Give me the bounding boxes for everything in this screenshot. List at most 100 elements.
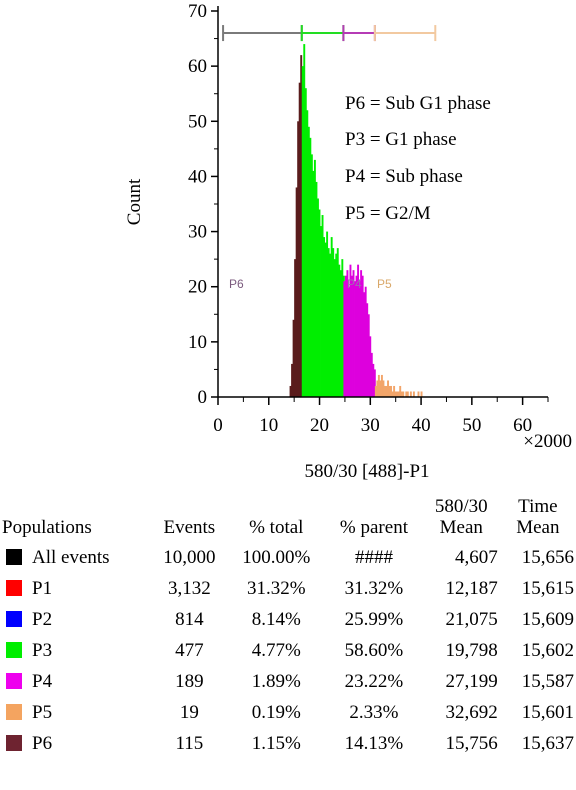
histogram-bar-p4 (366, 303, 369, 397)
table-row: P1 3,132 31.32% 31.32% 12,187 15,615 (0, 573, 576, 604)
histogram-bar-p4 (363, 292, 366, 397)
cell-events: 19 (179, 701, 199, 723)
header-events: Events (163, 517, 216, 538)
population-cell: P5 (0, 697, 151, 728)
histogram-bar-p5 (405, 391, 408, 397)
histogram-bar-p3 (321, 215, 324, 397)
histogram-bar-p6 (294, 259, 297, 397)
histogram-bar-p4 (360, 270, 363, 397)
y-tick-label: 10 (188, 332, 207, 353)
x-tick-label: 60 (513, 415, 532, 436)
histogram-bar-p3 (338, 264, 341, 397)
population-name: P2 (32, 608, 53, 630)
cell-events: 189 (175, 670, 204, 692)
histogram-bar-p3 (313, 159, 316, 397)
gate-bars (222, 25, 437, 42)
population-cell: P3 (0, 635, 151, 666)
histogram-bar-p3 (317, 198, 319, 397)
y-axis-label: Count (124, 178, 145, 225)
population-cell: P1 (0, 573, 151, 604)
histogram-bar-p5 (374, 385, 377, 397)
histogram-bar-p3 (335, 253, 338, 397)
cell-pct-parent: 14.13% (344, 732, 404, 754)
legend-p3-text: P3 = G1 phase (345, 129, 457, 150)
histogram-bar-p4 (357, 264, 360, 397)
x-tick-label: 30 (361, 415, 380, 436)
histogram-bar-p4 (354, 281, 356, 397)
cell-events: 3,132 (167, 577, 211, 599)
histogram-bar-p6 (298, 82, 301, 397)
y-tick-label: 50 (188, 111, 207, 132)
histogram-bar-p3 (329, 253, 332, 397)
histogram-svg: 0 10 20 30 40 50 60 70 0 10 20 30 40 50 60 ×2000 580/… (124, 1, 572, 482)
table-row: P2 814 8.14% 25.99% 21,075 15,609 (0, 604, 576, 635)
cell-mean-580: 12,187 (445, 577, 498, 599)
histogram-bar-p3 (303, 44, 306, 398)
cell-mean-580: 21,075 (445, 608, 498, 630)
histogram-bar-p5 (396, 391, 399, 397)
legend-p4-text: P4 = Sub phase (345, 166, 463, 187)
histogram-bar-p4 (369, 336, 372, 397)
cell-mean-580: 19,798 (445, 639, 498, 661)
y-tick-label: 60 (188, 56, 207, 77)
cell-pct-total: 31.32% (247, 577, 306, 599)
histogram-bar-p5 (379, 380, 382, 397)
header-580-mean: 580/30 Mean (423, 496, 500, 542)
x-tick-label: 10 (259, 415, 278, 436)
table-row: P4 189 1.89% 23.22% 27,199 15,587 (0, 666, 576, 697)
cell-pct-total: 8.14% (251, 608, 301, 630)
cell-time-mean: 15,602 (521, 639, 574, 661)
table-row: All events 10,000 100.00% #### 4,607 15,656 (0, 542, 576, 573)
y-tick-label: 0 (198, 387, 208, 408)
population-cell: All events (0, 542, 151, 573)
cell-time-mean: 15,615 (521, 577, 574, 599)
cell-time-mean: 15,601 (521, 701, 574, 723)
table-body: All events 10,000 100.00% #### 4,607 15,656 P1… (0, 542, 576, 759)
population-cell: P2 (0, 604, 151, 635)
header-pct-parent: % parent (339, 517, 408, 538)
histogram-bar-p5 (382, 380, 385, 397)
gate-label-p5: P5 (377, 277, 392, 291)
histogram-bar-p4 (367, 314, 370, 397)
histogram-bar-p3 (333, 259, 336, 397)
histogram-bar-p5 (394, 391, 397, 397)
histogram-bar-p5 (420, 391, 423, 397)
cell-pct-parent: 23.22% (344, 670, 404, 692)
table-header-row: Populations Events % total % parent 580/… (0, 496, 576, 542)
y-tick-label: 40 (188, 166, 207, 187)
cell-time-mean: 15,609 (521, 608, 574, 630)
histogram-bar-p5 (402, 391, 405, 397)
population-statistics-table: Populations Events % total % parent 580/… (0, 496, 576, 759)
population-name: All events (32, 546, 110, 568)
histogram-bar-p5 (391, 391, 394, 397)
cell-pct-total: 0.19% (251, 701, 301, 723)
histogram-bar-p4 (346, 270, 349, 397)
histogram-bar-p4 (344, 275, 347, 397)
histogram-bar-p5 (388, 385, 391, 397)
header-580-mean-line1: 580/30 (434, 496, 488, 517)
histogram-bars (289, 44, 423, 398)
x-axis-label: 580/30 [488]-P1 (304, 461, 429, 482)
histogram-bar-p3 (327, 248, 330, 397)
header-580-mean-line2: Mean (439, 517, 483, 538)
cell-pct-parent: 25.99% (344, 608, 404, 630)
histogram-bar-p3 (318, 209, 321, 397)
population-name: P4 (32, 670, 53, 692)
histogram-bar-p5 (387, 380, 389, 397)
histogram-bar-p5 (397, 391, 400, 397)
cell-pct-parent: 31.32% (344, 577, 404, 599)
cell-events: 814 (175, 608, 204, 630)
cell-pct-total: 1.15% (251, 732, 301, 754)
histogram-bar-p4 (349, 264, 352, 397)
header-pct-total: % total (249, 517, 304, 538)
cell-pct-total: 1.89% (251, 670, 301, 692)
header-time-mean-line2: Mean (516, 517, 560, 538)
histogram-bar-p5 (385, 385, 388, 397)
histogram-bar-p4 (352, 270, 355, 397)
table-row: P3 477 4.77% 58.60% 19,798 15,602 (0, 635, 576, 666)
histogram-chart: 0 10 20 30 40 50 60 70 0 10 20 30 40 50 60 ×2000 580/… (124, 1, 572, 482)
histogram-bar-p5 (377, 374, 380, 397)
histogram-bar-p6 (295, 187, 298, 397)
population-name: P6 (32, 732, 53, 754)
y-tick-label: 70 (188, 1, 207, 22)
